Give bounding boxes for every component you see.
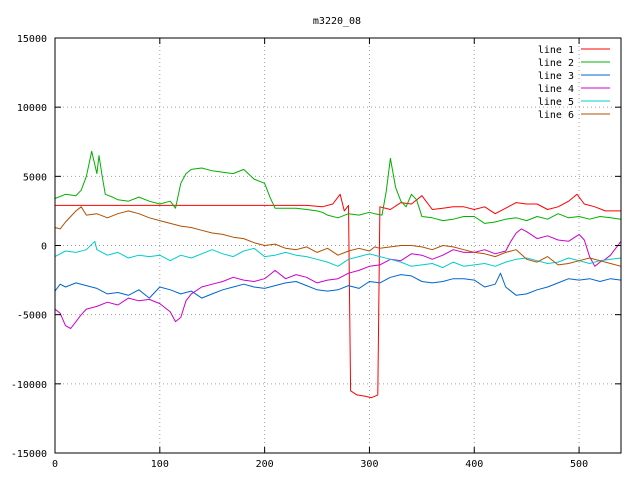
y-tick-label: 0 — [41, 242, 47, 253]
legend: line 1 line 2 line 3 line 4 line 5 line 6 — [538, 45, 610, 121]
legend-label: line 3 — [538, 71, 574, 82]
y-tick-label: 5000 — [23, 172, 47, 183]
legend-label: line 1 — [538, 45, 574, 56]
y-tick-label: -5000 — [17, 311, 47, 322]
legend-label: line 4 — [538, 84, 574, 95]
legend-label: line 5 — [538, 97, 574, 108]
series-lines — [54, 150, 622, 399]
x-tick-label: 300 — [360, 459, 378, 470]
y-tick-label: 10000 — [17, 103, 47, 114]
y-tick-label: 15000 — [17, 34, 47, 45]
series-line-1 — [55, 193, 621, 399]
series-line-2 — [54, 150, 622, 224]
series-line-6 — [54, 206, 622, 267]
series-line-4 — [54, 228, 622, 329]
legend-label: line 2 — [538, 58, 574, 69]
x-tick-label: 500 — [570, 459, 588, 470]
axis-ticks: 0 100 200 300 400 500 -15000 -10000 -5000 0 5000 10… — [11, 34, 621, 470]
y-tick-label: -15000 — [11, 449, 47, 460]
x-tick-label: 100 — [151, 459, 169, 470]
legend-label: line 6 — [538, 110, 574, 121]
y-tick-label: -10000 — [11, 380, 47, 391]
series-line-3 — [54, 272, 622, 299]
chart-title: m3220_08 — [313, 16, 361, 27]
x-tick-label: 400 — [465, 459, 483, 470]
x-tick-label: 200 — [256, 459, 274, 470]
x-tick-label: 0 — [52, 459, 58, 470]
